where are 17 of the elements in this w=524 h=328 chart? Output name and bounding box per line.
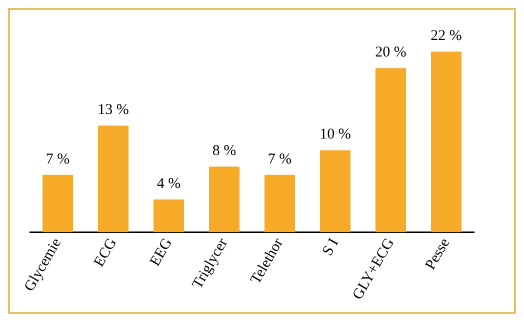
bar bbox=[320, 150, 351, 232]
bar bbox=[208, 166, 240, 232]
bar bbox=[264, 174, 296, 232]
x-tick-label: S I bbox=[320, 236, 342, 259]
data-label: 20 % bbox=[375, 44, 406, 61]
bar bbox=[430, 52, 462, 232]
data-label: 8 % bbox=[212, 143, 236, 160]
data-label: 7 % bbox=[46, 151, 70, 168]
bar bbox=[98, 126, 129, 232]
data-label: 22 % bbox=[430, 28, 462, 44]
bar bbox=[375, 68, 406, 232]
bar bbox=[153, 199, 184, 232]
bar bbox=[42, 174, 74, 232]
data-label: 10 % bbox=[320, 126, 351, 143]
data-label: 13 % bbox=[98, 102, 129, 118]
data-label: 4 % bbox=[156, 176, 181, 192]
data-label: 7 % bbox=[268, 151, 292, 168]
